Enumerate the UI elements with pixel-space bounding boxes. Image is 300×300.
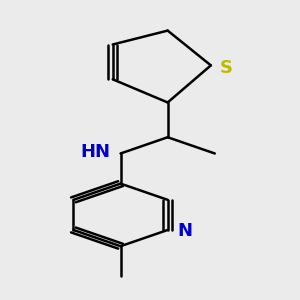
Text: HN: HN <box>80 143 110 161</box>
Text: N: N <box>178 222 193 240</box>
Text: S: S <box>220 59 233 77</box>
